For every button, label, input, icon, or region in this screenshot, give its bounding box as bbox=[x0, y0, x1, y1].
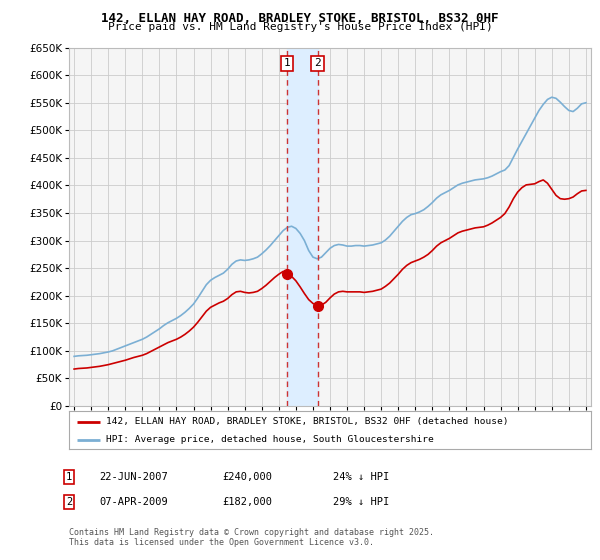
Text: 07-APR-2009: 07-APR-2009 bbox=[99, 497, 168, 507]
Text: £240,000: £240,000 bbox=[222, 472, 272, 482]
Text: Contains HM Land Registry data © Crown copyright and database right 2025.
This d: Contains HM Land Registry data © Crown c… bbox=[69, 528, 434, 547]
Text: 1: 1 bbox=[283, 58, 290, 68]
Text: 142, ELLAN HAY ROAD, BRADLEY STOKE, BRISTOL, BS32 0HF: 142, ELLAN HAY ROAD, BRADLEY STOKE, BRIS… bbox=[101, 12, 499, 25]
Bar bbox=[287, 48, 317, 406]
Text: 24% ↓ HPI: 24% ↓ HPI bbox=[333, 472, 389, 482]
Text: Price paid vs. HM Land Registry's House Price Index (HPI): Price paid vs. HM Land Registry's House … bbox=[107, 22, 493, 32]
Text: 2: 2 bbox=[66, 497, 72, 507]
Text: 2: 2 bbox=[314, 58, 321, 68]
Text: 22-JUN-2007: 22-JUN-2007 bbox=[99, 472, 168, 482]
Text: HPI: Average price, detached house, South Gloucestershire: HPI: Average price, detached house, Sout… bbox=[106, 435, 433, 444]
Text: 1: 1 bbox=[66, 472, 72, 482]
Text: 29% ↓ HPI: 29% ↓ HPI bbox=[333, 497, 389, 507]
Text: 142, ELLAN HAY ROAD, BRADLEY STOKE, BRISTOL, BS32 0HF (detached house): 142, ELLAN HAY ROAD, BRADLEY STOKE, BRIS… bbox=[106, 417, 508, 426]
Text: £182,000: £182,000 bbox=[222, 497, 272, 507]
